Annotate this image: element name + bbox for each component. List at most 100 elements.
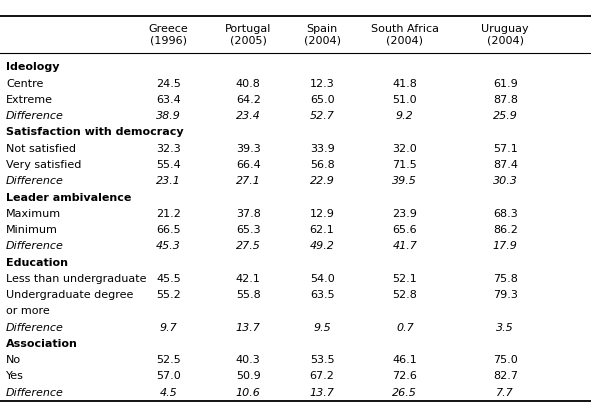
- Text: 68.3: 68.3: [493, 209, 518, 219]
- Text: 27.1: 27.1: [236, 176, 261, 186]
- Text: 24.5: 24.5: [156, 79, 181, 89]
- Text: 55.2: 55.2: [156, 290, 181, 300]
- Text: 13.7: 13.7: [236, 323, 261, 333]
- Text: 49.2: 49.2: [310, 241, 335, 251]
- Text: 52.7: 52.7: [310, 111, 335, 121]
- Text: 21.2: 21.2: [156, 209, 181, 219]
- Text: 23.9: 23.9: [392, 209, 417, 219]
- Text: Very satisfied: Very satisfied: [6, 160, 82, 170]
- Text: Association: Association: [6, 339, 78, 349]
- Text: 33.9: 33.9: [310, 144, 335, 154]
- Text: 30.3: 30.3: [493, 176, 518, 186]
- Text: 41.8: 41.8: [392, 79, 417, 89]
- Text: 87.4: 87.4: [493, 160, 518, 170]
- Text: 26.5: 26.5: [392, 388, 417, 398]
- Text: 51.0: 51.0: [392, 95, 417, 105]
- Text: 75.0: 75.0: [493, 355, 518, 365]
- Text: 23.1: 23.1: [156, 176, 181, 186]
- Text: or more: or more: [6, 306, 50, 317]
- Text: Centre: Centre: [6, 79, 43, 89]
- Text: 65.3: 65.3: [236, 225, 261, 235]
- Text: 67.2: 67.2: [310, 371, 335, 382]
- Text: 82.7: 82.7: [493, 371, 518, 382]
- Text: 22.9: 22.9: [310, 176, 335, 186]
- Text: 61.9: 61.9: [493, 79, 518, 89]
- Text: 52.5: 52.5: [156, 355, 181, 365]
- Text: 56.8: 56.8: [310, 160, 335, 170]
- Text: 63.4: 63.4: [156, 95, 181, 105]
- Text: 27.5: 27.5: [236, 241, 261, 251]
- Text: 63.5: 63.5: [310, 290, 335, 300]
- Text: 46.1: 46.1: [392, 355, 417, 365]
- Text: 38.9: 38.9: [156, 111, 181, 121]
- Text: Portugal
(2005): Portugal (2005): [225, 24, 271, 45]
- Text: Difference: Difference: [6, 323, 64, 333]
- Text: 45.3: 45.3: [156, 241, 181, 251]
- Text: 55.8: 55.8: [236, 290, 261, 300]
- Text: 66.4: 66.4: [236, 160, 261, 170]
- Text: Not satisfied: Not satisfied: [6, 144, 76, 154]
- Text: Leader ambivalence: Leader ambivalence: [6, 193, 131, 202]
- Text: Difference: Difference: [6, 388, 64, 398]
- Text: 23.4: 23.4: [236, 111, 261, 121]
- Text: 0.7: 0.7: [396, 323, 414, 333]
- Text: Difference: Difference: [6, 111, 64, 121]
- Text: 86.2: 86.2: [493, 225, 518, 235]
- Text: Ideology: Ideology: [6, 63, 60, 72]
- Text: 40.8: 40.8: [236, 79, 261, 89]
- Text: 12.9: 12.9: [310, 209, 335, 219]
- Text: 42.1: 42.1: [236, 274, 261, 284]
- Text: 53.5: 53.5: [310, 355, 335, 365]
- Text: Extreme: Extreme: [6, 95, 53, 105]
- Text: 65.6: 65.6: [392, 225, 417, 235]
- Text: Greece
(1996): Greece (1996): [148, 24, 189, 45]
- Text: 41.7: 41.7: [392, 241, 417, 251]
- Text: 64.2: 64.2: [236, 95, 261, 105]
- Text: 37.8: 37.8: [236, 209, 261, 219]
- Text: Minimum: Minimum: [6, 225, 58, 235]
- Text: Satisfaction with democracy: Satisfaction with democracy: [6, 128, 184, 137]
- Text: 4.5: 4.5: [160, 388, 177, 398]
- Text: Uruguay
(2004): Uruguay (2004): [482, 24, 529, 45]
- Text: 3.5: 3.5: [496, 323, 514, 333]
- Text: No: No: [6, 355, 21, 365]
- Text: Less than undergraduate: Less than undergraduate: [6, 274, 147, 284]
- Text: 39.3: 39.3: [236, 144, 261, 154]
- Text: 25.9: 25.9: [493, 111, 518, 121]
- Text: Spain
(2004): Spain (2004): [304, 24, 340, 45]
- Text: 52.8: 52.8: [392, 290, 417, 300]
- Text: 75.8: 75.8: [493, 274, 518, 284]
- Text: Education: Education: [6, 258, 68, 267]
- Text: 62.1: 62.1: [310, 225, 335, 235]
- Text: 17.9: 17.9: [493, 241, 518, 251]
- Text: South Africa
(2004): South Africa (2004): [371, 24, 439, 45]
- Text: 12.3: 12.3: [310, 79, 335, 89]
- Text: Yes: Yes: [6, 371, 24, 382]
- Text: 9.7: 9.7: [160, 323, 177, 333]
- Text: 79.3: 79.3: [493, 290, 518, 300]
- Text: 32.3: 32.3: [156, 144, 181, 154]
- Text: 57.0: 57.0: [156, 371, 181, 382]
- Text: 57.1: 57.1: [493, 144, 518, 154]
- Text: 66.5: 66.5: [156, 225, 181, 235]
- Text: Undergraduate degree: Undergraduate degree: [6, 290, 134, 300]
- Text: Difference: Difference: [6, 241, 64, 251]
- Text: 45.5: 45.5: [156, 274, 181, 284]
- Text: Difference: Difference: [6, 176, 64, 186]
- Text: 65.0: 65.0: [310, 95, 335, 105]
- Text: 39.5: 39.5: [392, 176, 417, 186]
- Text: 71.5: 71.5: [392, 160, 417, 170]
- Text: 7.7: 7.7: [496, 388, 514, 398]
- Text: 13.7: 13.7: [310, 388, 335, 398]
- Text: 50.9: 50.9: [236, 371, 261, 382]
- Text: 52.1: 52.1: [392, 274, 417, 284]
- Text: 9.5: 9.5: [313, 323, 331, 333]
- Text: 40.3: 40.3: [236, 355, 261, 365]
- Text: 32.0: 32.0: [392, 144, 417, 154]
- Text: 54.0: 54.0: [310, 274, 335, 284]
- Text: 87.8: 87.8: [493, 95, 518, 105]
- Text: 9.2: 9.2: [396, 111, 414, 121]
- Text: 10.6: 10.6: [236, 388, 261, 398]
- Text: 55.4: 55.4: [156, 160, 181, 170]
- Text: Maximum: Maximum: [6, 209, 61, 219]
